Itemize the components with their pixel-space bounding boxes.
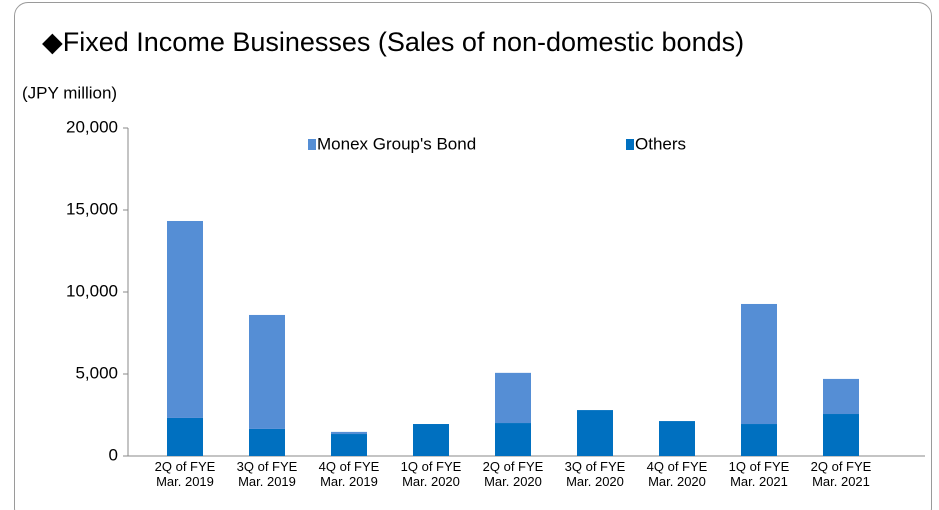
legend-label: Monex Group's Bond	[317, 134, 476, 153]
y-tick-label: 10,000	[66, 281, 118, 300]
legend-swatch	[626, 139, 634, 150]
y-tick-label: 15,000	[66, 199, 118, 218]
x-tick-label: 4Q of FYE Mar. 2019	[318, 459, 380, 489]
y-tick-label: 5,000	[75, 363, 118, 382]
bar-segment	[823, 378, 859, 415]
bar-segment	[331, 434, 367, 456]
x-tick-label: 2Q of FYE Mar. 2019	[154, 459, 216, 489]
x-tick-label: 3Q of FYE Mar. 2019	[236, 459, 298, 489]
x-tick-label: 4Q of FYE Mar. 2020	[646, 459, 708, 489]
legend-label: Others	[635, 134, 686, 153]
bar-segment	[659, 421, 695, 456]
bar-segment	[495, 423, 531, 456]
y-axis-title: (JPY million)	[22, 83, 117, 102]
bar-segment	[741, 424, 777, 456]
bar-segment	[413, 424, 449, 456]
chart-title: ◆Fixed Income Businesses (Sales of non-d…	[42, 27, 744, 57]
bar-segment	[577, 410, 613, 456]
bar-segment	[331, 431, 367, 435]
bar-segment	[823, 414, 859, 456]
bar-segment	[167, 220, 203, 418]
x-tick-label: 3Q of FYE Mar. 2020	[564, 459, 626, 489]
x-tick-label: 2Q of FYE Mar. 2020	[482, 459, 544, 489]
y-tick-label: 0	[109, 445, 118, 464]
x-tick-label: 1Q of FYE Mar. 2021	[728, 459, 790, 489]
x-tick-label: 2Q of FYE Mar. 2021	[810, 459, 872, 489]
y-tick-label: 20,000	[66, 117, 118, 136]
bar-segment	[495, 372, 531, 424]
frame	[14, 2, 932, 510]
bar-segment	[741, 303, 777, 425]
bar-segment	[249, 428, 285, 456]
x-tick-label: 1Q of FYE Mar. 2020	[400, 459, 462, 489]
legend-swatch	[308, 139, 316, 150]
bar-segment	[167, 417, 203, 456]
bar-segment	[249, 314, 285, 429]
